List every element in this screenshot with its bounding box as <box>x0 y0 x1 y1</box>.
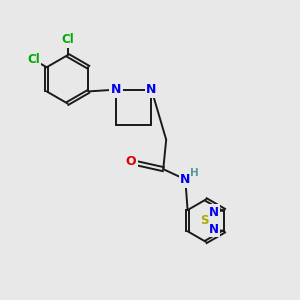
Text: N: N <box>209 223 219 236</box>
Text: H: H <box>190 168 199 178</box>
Text: N: N <box>146 83 157 96</box>
Text: O: O <box>125 155 136 168</box>
Text: N: N <box>180 173 190 186</box>
Text: Cl: Cl <box>61 33 74 46</box>
Text: S: S <box>200 214 208 227</box>
Text: N: N <box>209 206 219 219</box>
Text: N: N <box>111 83 121 96</box>
Text: Cl: Cl <box>27 53 40 66</box>
